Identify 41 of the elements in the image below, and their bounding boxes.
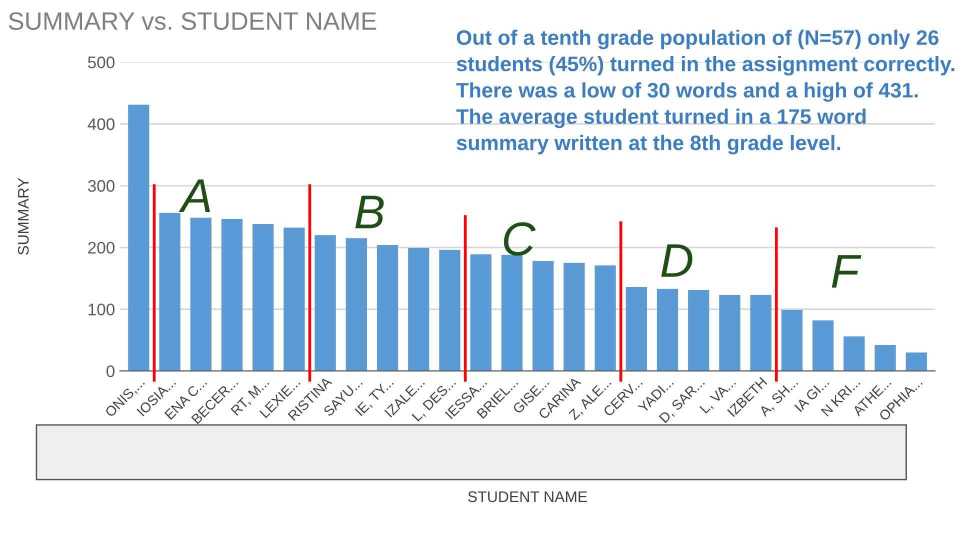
annotation: Out of a tenth grade population of (N=57) only 26 students (45%) turned in the assignment correctly. There was a low of 30 words and a high of 431. The average student turned in a 175 word summary written at the 8th grade level. [456,30,954,154]
bar [812,320,834,371]
annotation: A [178,180,210,212]
bar [501,254,523,371]
annotation: C [504,222,536,256]
y-tick-label: 300 [88,180,114,192]
bar [128,104,150,371]
bar [252,224,274,371]
bar [439,250,460,371]
bar [781,310,803,371]
bar [656,288,678,371]
bar [221,219,243,371]
y-tick-label: 200 [88,242,114,254]
bar [874,345,896,371]
bar [688,290,710,371]
bar [626,286,647,371]
bar [470,254,492,371]
annotation: B [355,196,384,228]
y-axis-title: SUMMARY [18,178,29,255]
chart-title: SUMMARY vs. STUDENT NAME [8,12,376,30]
bar [719,294,740,371]
bar [564,262,585,371]
bar [284,228,305,371]
annotation: F [832,255,862,288]
x-axis-title: STUDENT NAME [468,491,587,502]
bar [159,212,180,371]
bar [532,261,554,371]
bar [750,294,772,371]
bar [906,352,927,371]
y-tick-label: 0 [106,365,114,378]
bar [376,244,398,371]
bar [190,218,212,371]
bar [844,336,865,371]
bar [408,248,430,371]
annotation: D [661,244,692,277]
y-tick-label: 500 [88,56,114,68]
bar [346,238,367,371]
y-tick-label: 100 [88,304,114,316]
bar [594,265,616,371]
y-tick-label: 400 [88,118,114,130]
bar [314,235,336,371]
